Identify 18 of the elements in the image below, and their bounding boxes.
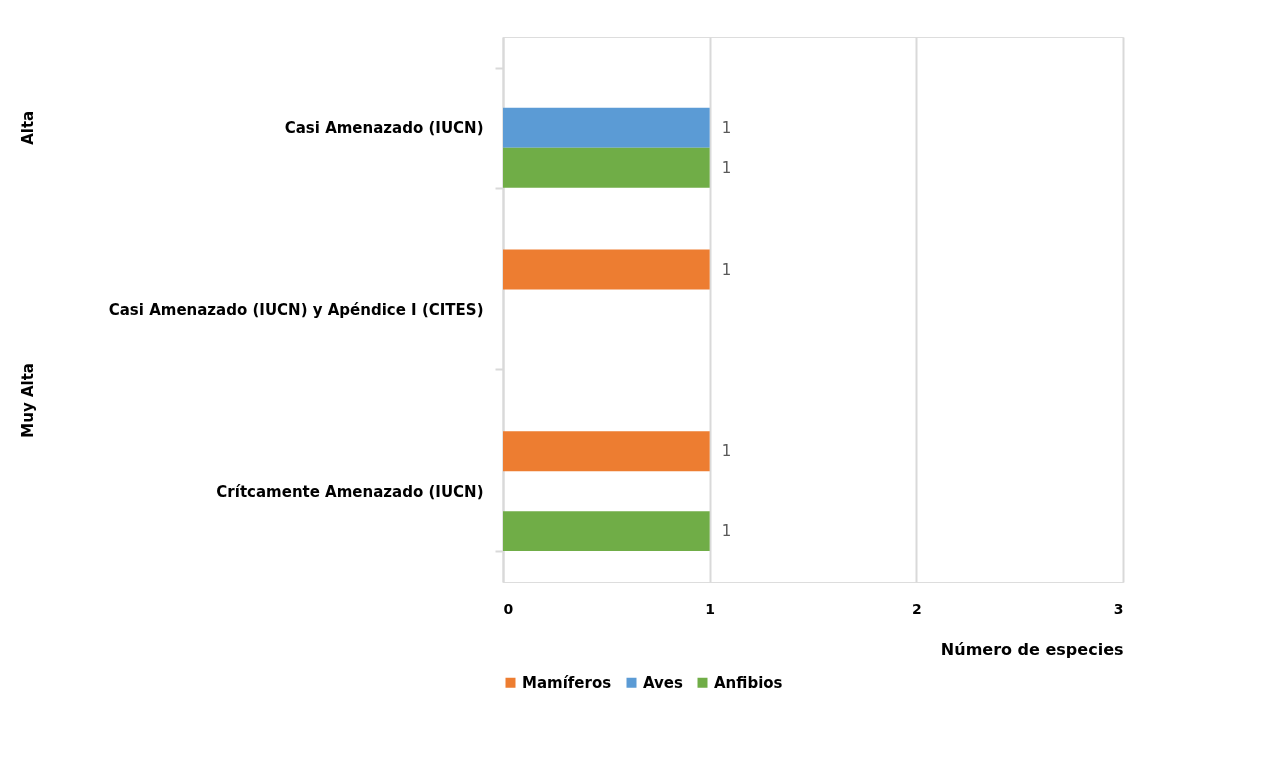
- x-tick-label: 3: [1113, 600, 1124, 617]
- data-label: 1: [721, 522, 732, 541]
- y-tick-label: Casi Amenazado (IUCN) y Apéndice I (CITES): [108, 301, 484, 319]
- data-label: 1: [721, 260, 732, 279]
- y-tick-label: Crítcamente Amenazado (IUCN): [216, 482, 484, 501]
- x-axis-title: Número de especies: [940, 639, 1124, 659]
- legend-label: Mamíferos: [522, 673, 612, 692]
- x-tick-label: 1: [705, 600, 716, 617]
- legend-label: Aves: [643, 673, 684, 692]
- x-tick-label: 0: [503, 600, 514, 617]
- data-label: 1: [721, 442, 732, 461]
- text: Alta: [19, 110, 37, 145]
- x-tick-label: 2: [911, 600, 922, 617]
- y-tick-label: Casi Amenazado (IUCN): [284, 119, 484, 138]
- legend-label: Anfibios: [714, 673, 783, 692]
- data-label: 1: [721, 118, 732, 137]
- data-label: 1: [721, 158, 732, 177]
- text: Muy Alta: [19, 363, 37, 438]
